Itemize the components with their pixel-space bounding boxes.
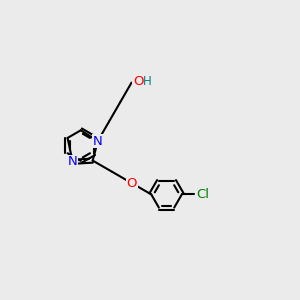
Text: Cl: Cl (196, 188, 209, 201)
Text: O: O (133, 75, 143, 88)
Text: O: O (127, 177, 137, 190)
Text: N: N (93, 135, 103, 148)
Text: N: N (68, 155, 77, 168)
Text: H: H (142, 75, 151, 88)
